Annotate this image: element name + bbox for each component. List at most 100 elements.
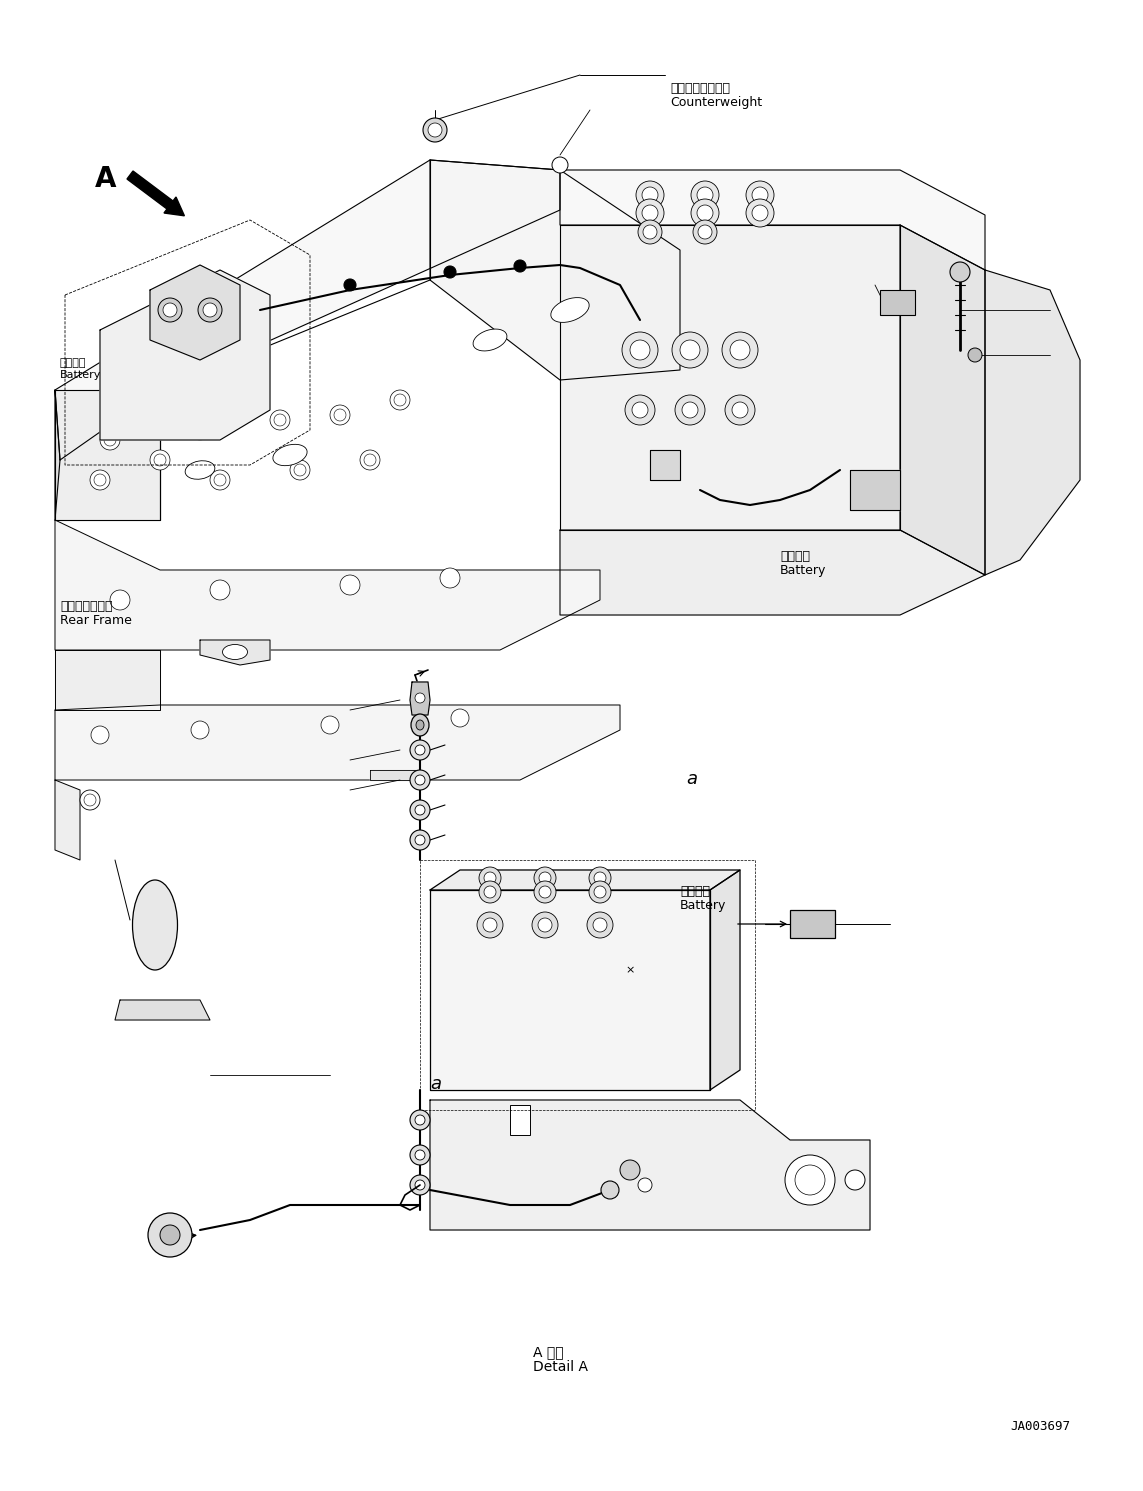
Polygon shape [985, 270, 1080, 576]
Circle shape [968, 347, 982, 362]
Circle shape [294, 464, 306, 476]
Circle shape [676, 395, 705, 425]
Circle shape [334, 409, 346, 420]
Circle shape [321, 716, 339, 734]
Polygon shape [410, 681, 430, 716]
Circle shape [593, 918, 607, 932]
Circle shape [410, 1175, 430, 1194]
Polygon shape [430, 890, 710, 1090]
Text: Battery: Battery [59, 370, 102, 380]
Circle shape [415, 746, 425, 754]
Polygon shape [900, 225, 985, 576]
Circle shape [692, 198, 719, 227]
Circle shape [636, 180, 664, 209]
Circle shape [796, 1164, 825, 1194]
Circle shape [91, 726, 109, 744]
Circle shape [210, 470, 230, 491]
Circle shape [154, 453, 166, 467]
Ellipse shape [185, 461, 215, 479]
Polygon shape [55, 705, 620, 780]
Circle shape [410, 830, 430, 850]
Circle shape [410, 1109, 430, 1130]
Circle shape [538, 918, 552, 932]
Polygon shape [115, 1000, 210, 1020]
Circle shape [622, 332, 658, 368]
Circle shape [443, 265, 456, 277]
Polygon shape [55, 520, 600, 650]
Circle shape [636, 198, 664, 227]
Circle shape [746, 198, 774, 227]
Circle shape [410, 801, 430, 820]
Circle shape [415, 1115, 425, 1126]
Circle shape [410, 740, 430, 760]
Circle shape [330, 406, 350, 425]
Circle shape [845, 1170, 865, 1190]
Ellipse shape [551, 298, 589, 322]
Circle shape [630, 340, 650, 359]
Circle shape [632, 403, 648, 417]
Circle shape [479, 866, 501, 889]
Circle shape [698, 225, 712, 239]
Polygon shape [99, 270, 270, 440]
Polygon shape [150, 265, 240, 359]
Circle shape [99, 429, 120, 450]
Text: JA003697: JA003697 [1010, 1419, 1070, 1433]
Circle shape [415, 1179, 425, 1190]
Polygon shape [650, 450, 680, 480]
Circle shape [483, 918, 497, 932]
Circle shape [203, 303, 217, 318]
Text: カウンタウエイト: カウンタウエイト [670, 82, 730, 95]
Circle shape [360, 450, 379, 470]
Circle shape [158, 298, 182, 322]
Text: リヤーフレーム: リヤーフレーム [59, 599, 112, 613]
Circle shape [552, 157, 568, 173]
Circle shape [682, 403, 698, 417]
Circle shape [344, 279, 355, 291]
FancyArrow shape [127, 171, 184, 216]
Circle shape [697, 204, 713, 221]
Circle shape [589, 866, 612, 889]
Ellipse shape [273, 444, 307, 465]
Circle shape [514, 259, 526, 271]
Circle shape [290, 461, 310, 480]
Circle shape [410, 769, 430, 790]
Circle shape [410, 1145, 430, 1164]
Circle shape [594, 872, 606, 884]
Circle shape [534, 881, 555, 904]
Polygon shape [370, 769, 419, 780]
Circle shape [531, 912, 558, 938]
Circle shape [94, 474, 106, 486]
Polygon shape [55, 160, 560, 461]
Text: a: a [430, 1075, 441, 1093]
Polygon shape [430, 160, 680, 380]
Circle shape [692, 180, 719, 209]
Circle shape [732, 403, 748, 417]
Text: A: A [95, 166, 117, 192]
Circle shape [210, 580, 230, 599]
Bar [510, 1105, 530, 1135]
Circle shape [693, 221, 717, 245]
Circle shape [725, 395, 756, 425]
Polygon shape [55, 650, 160, 710]
Circle shape [415, 835, 425, 845]
Text: Battery: Battery [680, 899, 726, 912]
Circle shape [427, 122, 442, 137]
Circle shape [601, 1181, 620, 1199]
Polygon shape [55, 391, 160, 520]
Circle shape [625, 395, 655, 425]
Circle shape [390, 391, 410, 410]
Polygon shape [560, 170, 985, 270]
Circle shape [415, 805, 425, 816]
Text: Rear Frame: Rear Frame [59, 614, 131, 628]
Circle shape [270, 410, 290, 429]
Circle shape [363, 453, 376, 467]
Circle shape [588, 912, 613, 938]
Circle shape [644, 225, 657, 239]
Text: バッテリ: バッテリ [780, 550, 810, 564]
Text: バッテリ: バッテリ [680, 886, 710, 898]
Circle shape [80, 790, 99, 810]
Circle shape [672, 332, 708, 368]
Circle shape [730, 340, 750, 359]
Circle shape [163, 303, 177, 318]
Circle shape [539, 872, 551, 884]
